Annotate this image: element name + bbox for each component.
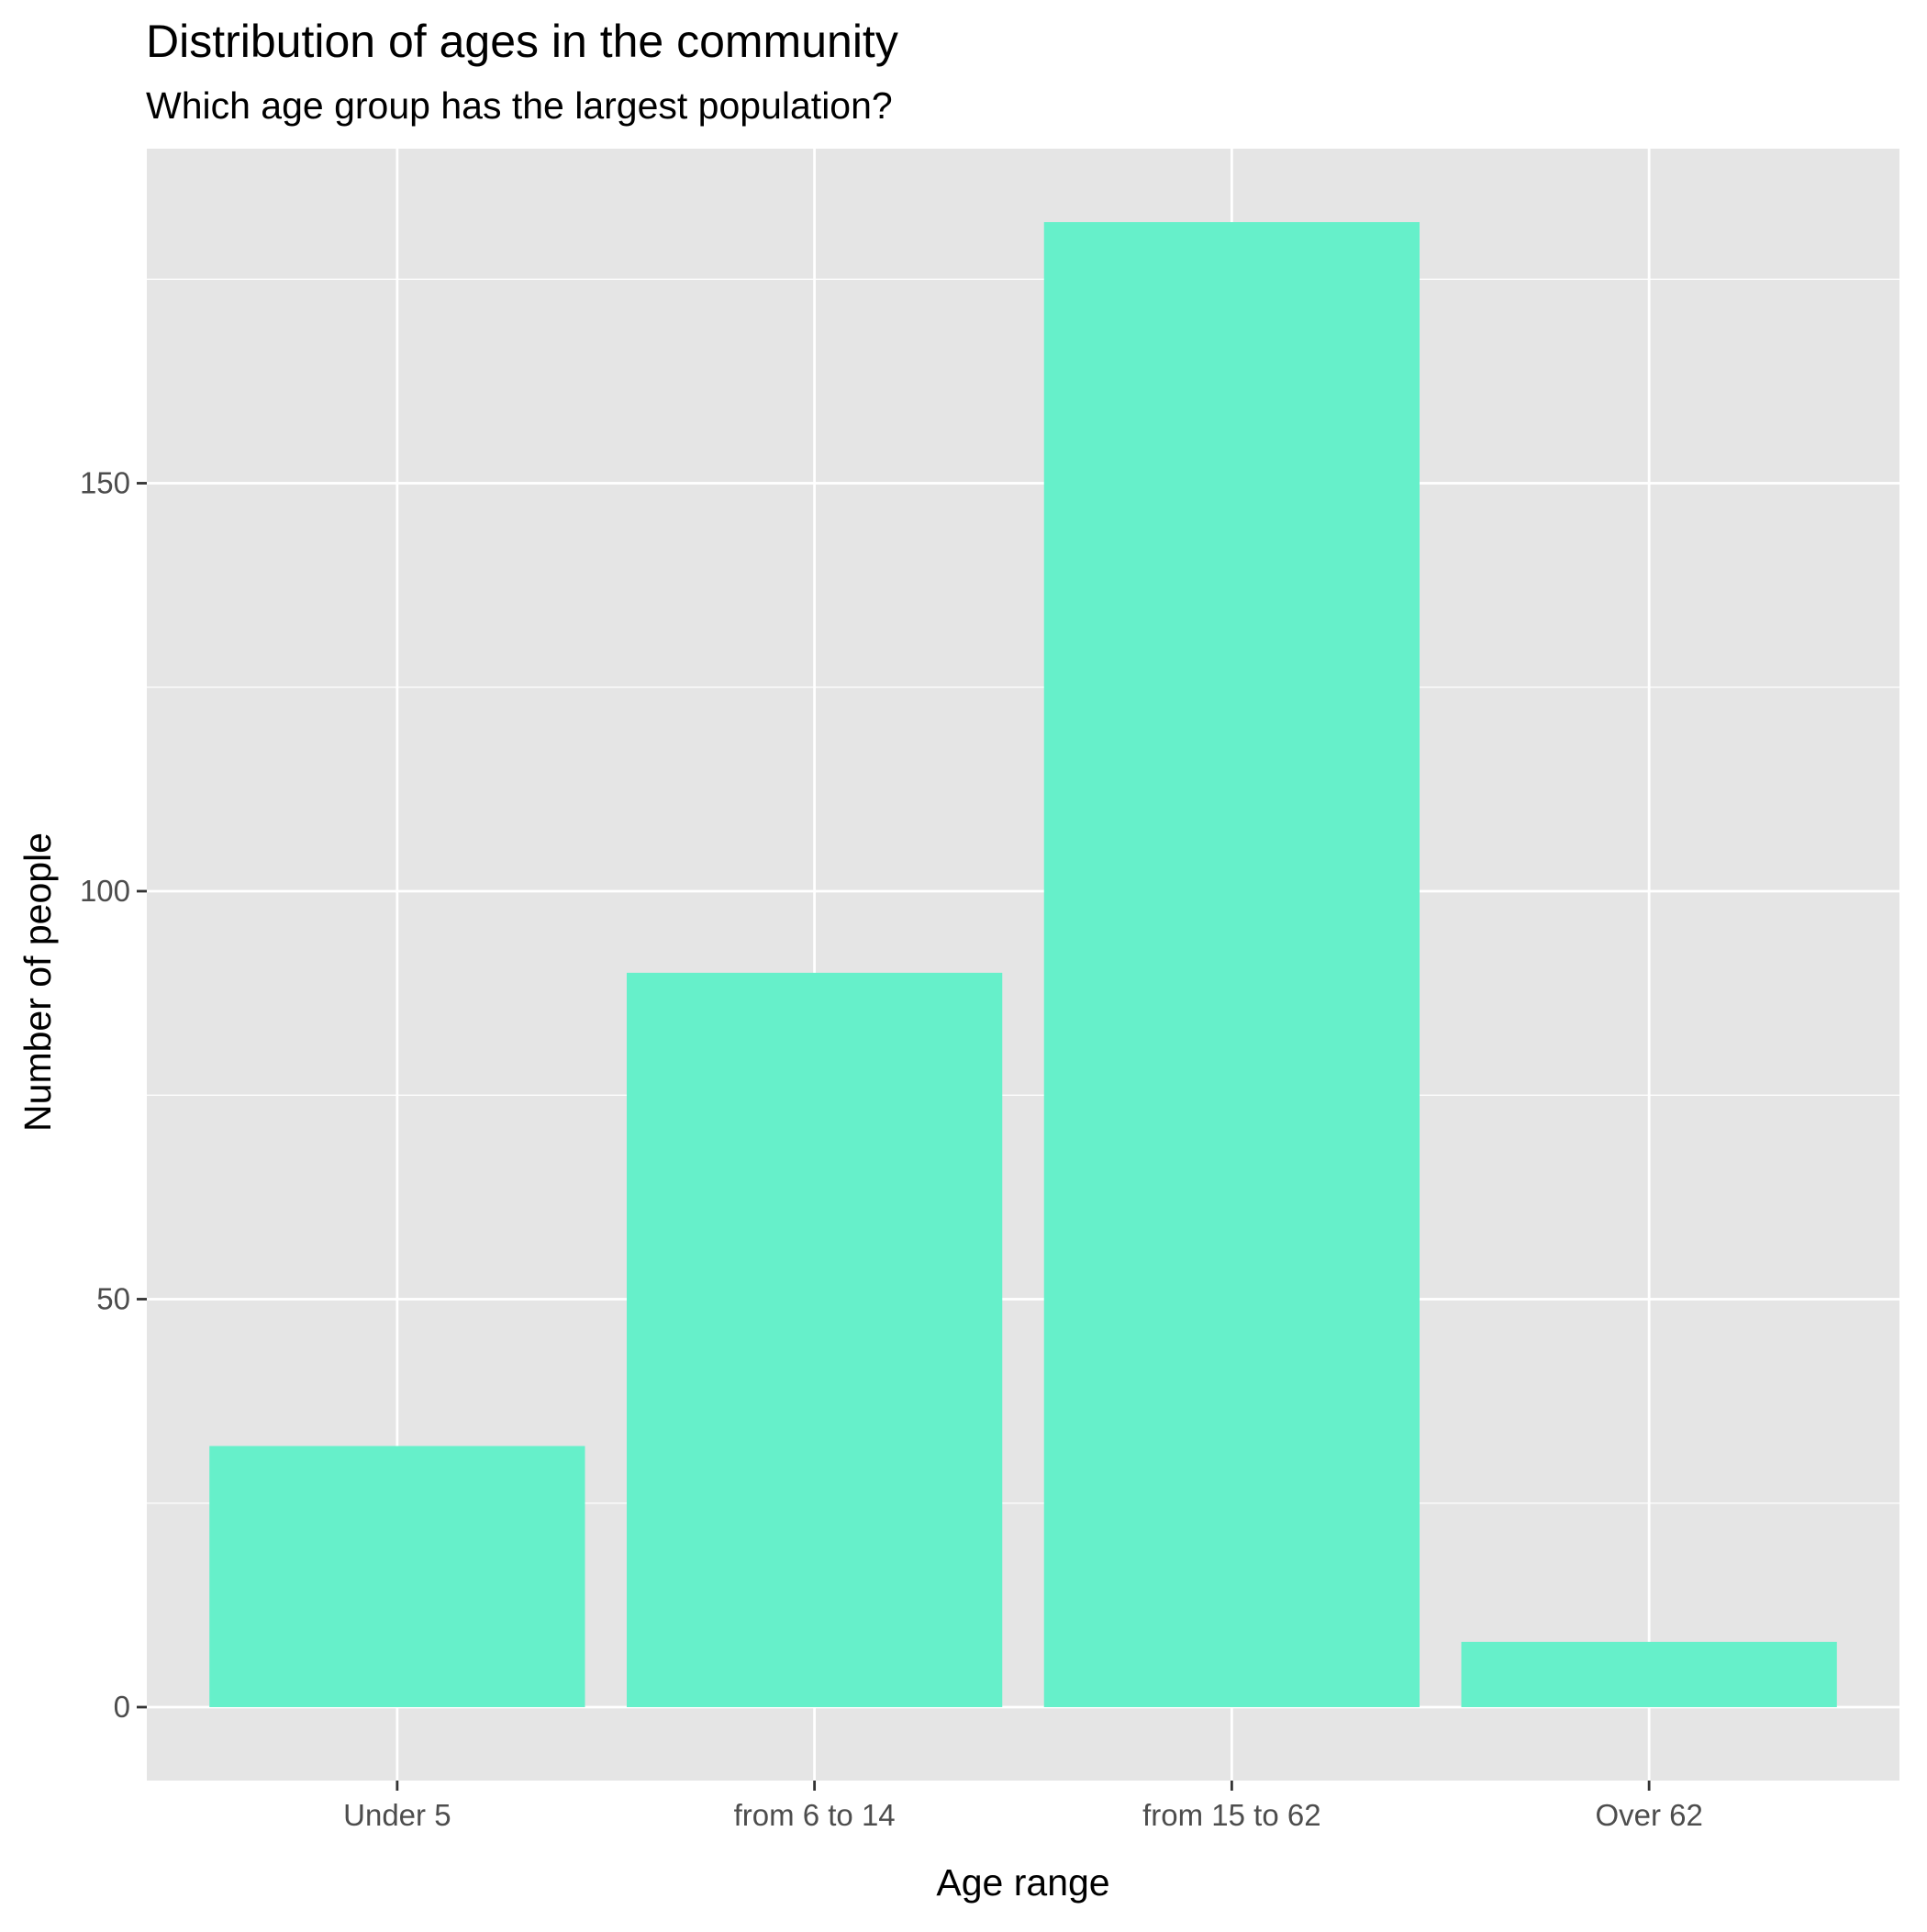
- y-tick-label: 150: [80, 465, 130, 499]
- bar: [1043, 222, 1420, 1707]
- x-axis: Under 5 from 6 to 14 from 15 to 62 Over 62: [343, 1781, 1703, 1832]
- bar: [626, 972, 1003, 1707]
- x-tick-label: Over 62: [1595, 1798, 1702, 1832]
- y-axis-title: Number of people: [17, 832, 59, 1132]
- y-tick-label: 0: [114, 1690, 130, 1724]
- bars: [209, 222, 1837, 1707]
- x-tick-label: from 15 to 62: [1142, 1798, 1320, 1832]
- y-tick-label: 100: [80, 874, 130, 908]
- y-tick-label: 50: [96, 1281, 130, 1315]
- bar: [1461, 1641, 1837, 1707]
- chart-subtitle: Which age group has the largest populati…: [146, 84, 893, 127]
- bar: [209, 1446, 585, 1707]
- y-axis: 0 50 100 150: [80, 465, 147, 1724]
- x-tick-label: Under 5: [343, 1798, 451, 1832]
- chart-title: Distribution of ages in the community: [146, 16, 898, 67]
- x-axis-title: Age range: [936, 1861, 1109, 1904]
- x-tick-label: from 6 to 14: [734, 1798, 896, 1832]
